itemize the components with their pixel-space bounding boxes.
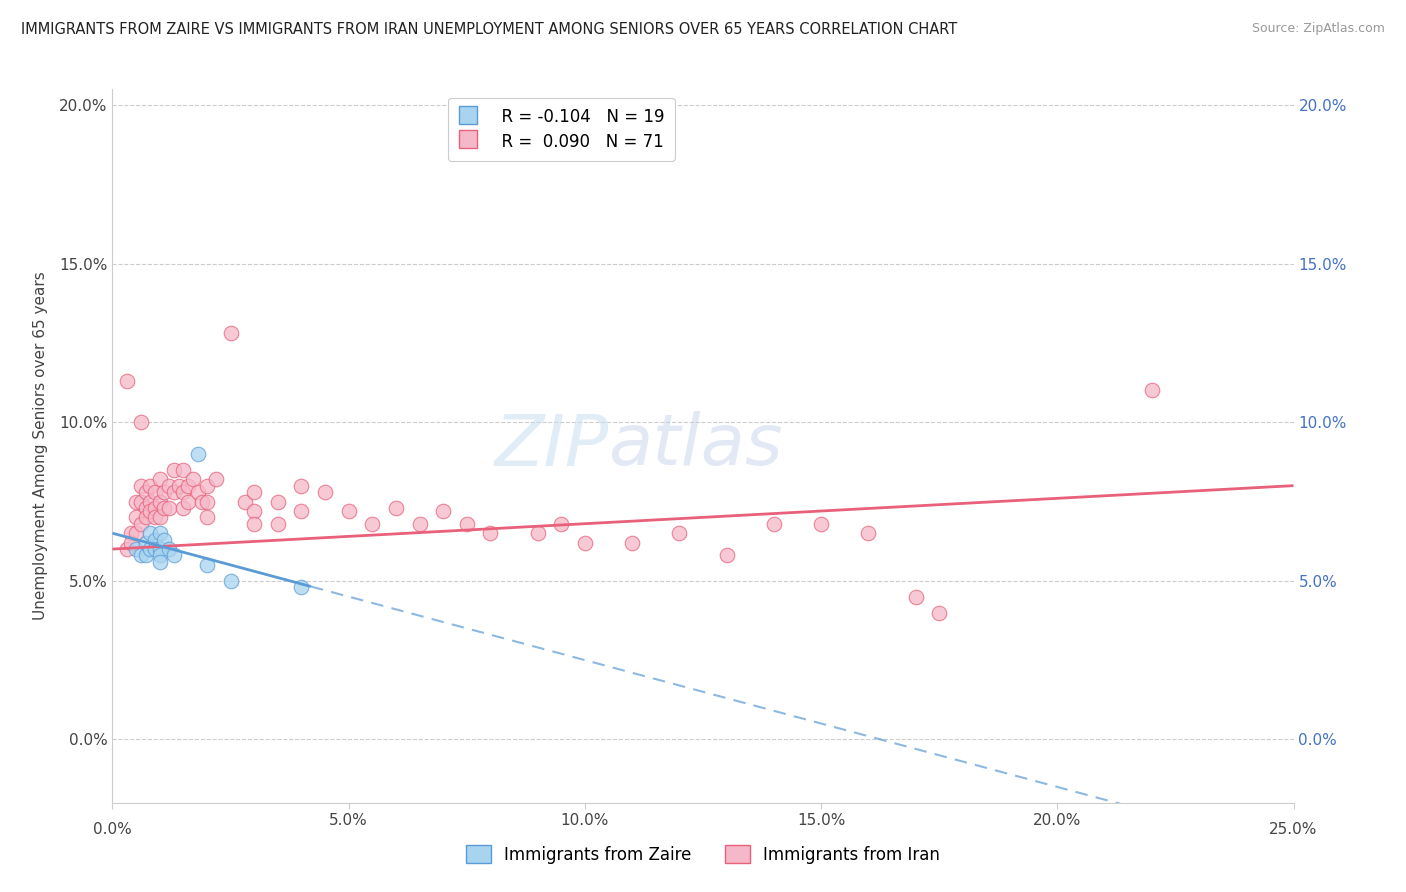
Point — [143, 533, 166, 547]
Point — [243, 516, 266, 531]
Point — [125, 526, 148, 541]
Point — [149, 510, 172, 524]
Point — [219, 574, 242, 588]
Point — [267, 516, 290, 531]
Point — [408, 516, 430, 531]
Point — [135, 500, 157, 515]
Legend:   R = -0.104   N = 19,   R =  0.090   N = 71: R = -0.104 N = 19, R = 0.090 N = 71 — [449, 97, 675, 161]
Point — [177, 494, 200, 508]
Text: ZIP: ZIP — [494, 411, 609, 481]
Point — [129, 415, 152, 429]
Point — [195, 494, 218, 508]
Point — [125, 494, 148, 508]
Point — [167, 478, 190, 492]
Point — [139, 542, 162, 557]
Point — [143, 542, 166, 557]
Point — [153, 533, 176, 547]
Point — [928, 606, 950, 620]
Point — [149, 555, 172, 569]
Point — [153, 500, 176, 515]
Point — [858, 526, 880, 541]
Point — [125, 542, 148, 557]
Point — [143, 500, 166, 515]
Point — [195, 558, 218, 572]
Point — [157, 478, 180, 492]
Point — [337, 504, 360, 518]
Point — [172, 485, 194, 500]
Point — [904, 590, 927, 604]
Text: IMMIGRANTS FROM ZAIRE VS IMMIGRANTS FROM IRAN UNEMPLOYMENT AMONG SENIORS OVER 65: IMMIGRANTS FROM ZAIRE VS IMMIGRANTS FROM… — [21, 22, 957, 37]
Point — [314, 485, 336, 500]
Point — [290, 580, 312, 594]
Point — [456, 516, 478, 531]
Point — [135, 535, 157, 549]
Point — [290, 504, 312, 518]
Point — [139, 526, 162, 541]
Point — [195, 510, 218, 524]
Point — [574, 535, 596, 549]
Point — [120, 535, 142, 549]
Point — [243, 485, 266, 500]
Point — [432, 504, 454, 518]
Point — [205, 472, 228, 486]
Point — [163, 463, 186, 477]
Point — [149, 549, 172, 563]
Point — [267, 494, 290, 508]
Point — [186, 447, 208, 461]
Point — [526, 526, 548, 541]
Point — [139, 504, 162, 518]
Point — [149, 526, 172, 541]
Point — [143, 485, 166, 500]
Point — [163, 549, 186, 563]
Text: Source: ZipAtlas.com: Source: ZipAtlas.com — [1251, 22, 1385, 36]
Text: 0.0%: 0.0% — [93, 822, 132, 837]
Point — [361, 516, 384, 531]
Point — [1140, 384, 1163, 398]
Point — [115, 542, 138, 557]
Point — [163, 485, 186, 500]
Point — [550, 516, 572, 531]
Point — [153, 485, 176, 500]
Point — [129, 494, 152, 508]
Point — [668, 526, 690, 541]
Point — [195, 478, 218, 492]
Point — [135, 485, 157, 500]
Point — [125, 510, 148, 524]
Point — [479, 526, 502, 541]
Point — [149, 472, 172, 486]
Point — [762, 516, 785, 531]
Point — [129, 478, 152, 492]
Point — [157, 500, 180, 515]
Text: atlas: atlas — [609, 411, 783, 481]
Point — [177, 478, 200, 492]
Point — [716, 549, 738, 563]
Point — [233, 494, 256, 508]
Legend: Immigrants from Zaire, Immigrants from Iran: Immigrants from Zaire, Immigrants from I… — [460, 838, 946, 871]
Point — [172, 463, 194, 477]
Point — [139, 494, 162, 508]
Point — [120, 526, 142, 541]
Text: 25.0%: 25.0% — [1270, 822, 1317, 837]
Point — [621, 535, 644, 549]
Point — [135, 510, 157, 524]
Y-axis label: Unemployment Among Seniors over 65 years: Unemployment Among Seniors over 65 years — [34, 272, 48, 620]
Point — [290, 478, 312, 492]
Point — [149, 542, 172, 557]
Point — [810, 516, 832, 531]
Point — [149, 494, 172, 508]
Point — [129, 549, 152, 563]
Point — [385, 500, 408, 515]
Point — [135, 549, 157, 563]
Point — [143, 510, 166, 524]
Point — [139, 478, 162, 492]
Point — [129, 516, 152, 531]
Point — [186, 485, 208, 500]
Point — [115, 374, 138, 388]
Point — [181, 472, 204, 486]
Point — [157, 542, 180, 557]
Point — [191, 494, 214, 508]
Point — [172, 500, 194, 515]
Point — [219, 326, 242, 341]
Point — [243, 504, 266, 518]
